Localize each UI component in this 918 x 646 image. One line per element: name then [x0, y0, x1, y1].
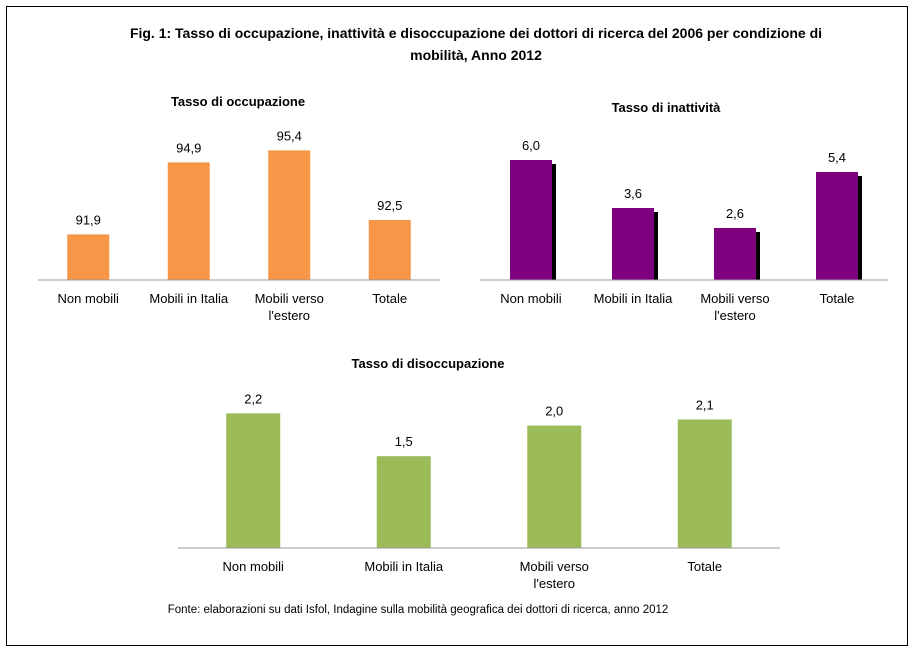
bar [612, 208, 654, 280]
data-label: 6,0 [522, 138, 540, 153]
x-tick-label: Mobili verso l'estero [700, 291, 770, 323]
x-tick-label: Totale [372, 291, 408, 306]
data-label: 5,4 [828, 150, 846, 165]
bar [527, 425, 582, 548]
data-label: 3,6 [624, 186, 642, 201]
bar [376, 456, 431, 548]
page: 91,9 94,9 95,4 92,5 6,0 3,6 2,6 5,4 2,2 1,5 2,0 2,1… [6, 6, 908, 646]
data-label: 95,4 [277, 128, 302, 143]
bar [67, 234, 110, 280]
x-tick-label: Totale [687, 559, 723, 574]
bar [677, 419, 732, 548]
x-tick-label: Mobili in Italia [364, 559, 444, 574]
x-tick-label: Mobili verso l'estero [254, 291, 324, 323]
chart-title: Tasso di occupazione [170, 94, 306, 109]
data-label: 1,5 [395, 434, 413, 449]
data-label: 2,6 [726, 206, 744, 221]
data-label: 2,1 [696, 397, 714, 412]
bar [510, 160, 552, 280]
bar [167, 162, 210, 280]
bar [368, 220, 411, 280]
x-tick-label: Non mobili [500, 291, 562, 306]
bar [714, 228, 756, 280]
data-label: 92,5 [377, 198, 402, 213]
figure-title: Fig. 1: Tasso di occupazione, inattività… [129, 25, 823, 63]
data-label: 91,9 [76, 212, 101, 227]
data-label: 2,2 [244, 391, 262, 406]
x-tick-label: Mobili verso l'estero [519, 559, 589, 591]
bar [816, 172, 858, 280]
chart-title: Tasso di inattività [611, 100, 721, 115]
bar [226, 413, 281, 548]
x-tick-label: Mobili in Italia [593, 291, 673, 306]
chart-title: Tasso di disoccupazione [351, 356, 505, 371]
bar [268, 150, 311, 280]
charts: 91,9 94,9 95,4 92,5 6,0 3,6 2,6 5,4 2,2 1,5 2,0 2,1 [38, 128, 888, 549]
data-label: 2,0 [545, 404, 563, 419]
data-label: 94,9 [176, 140, 201, 155]
x-tick-label: Mobili in Italia [149, 291, 229, 306]
x-tick-label: Totale [819, 291, 855, 306]
source-note: Fonte: elaborazioni su dati Isfol, Indag… [167, 604, 669, 616]
x-tick-label: Non mobili [57, 291, 119, 306]
x-tick-label: Non mobili [222, 559, 284, 574]
